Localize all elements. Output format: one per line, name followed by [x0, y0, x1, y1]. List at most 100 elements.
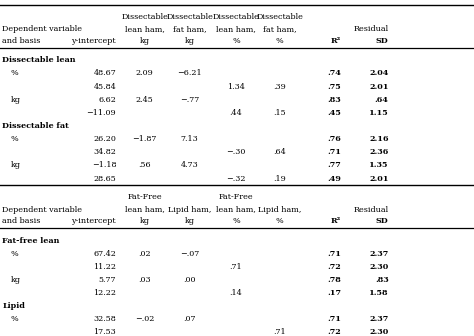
Text: .07: .07	[183, 315, 196, 323]
Text: .19: .19	[273, 175, 286, 182]
Text: R²: R²	[331, 217, 341, 225]
Text: .56: .56	[138, 161, 151, 169]
Text: Dissectable: Dissectable	[166, 13, 213, 20]
Text: Dissectable: Dissectable	[213, 13, 259, 20]
Text: .02: .02	[138, 250, 151, 258]
Text: .71: .71	[327, 148, 341, 156]
Text: .49: .49	[328, 175, 341, 182]
Text: y-intercept: y-intercept	[72, 37, 116, 45]
Text: Dependent variable: Dependent variable	[2, 25, 82, 33]
Text: lean ham,: lean ham,	[125, 206, 164, 214]
Text: .03: .03	[138, 276, 151, 284]
Text: .64: .64	[273, 148, 286, 156]
Text: .72: .72	[328, 328, 341, 336]
Text: fat ham,: fat ham,	[173, 25, 206, 33]
Text: 2.36: 2.36	[369, 148, 389, 156]
Text: .45: .45	[328, 109, 341, 117]
Text: Residual: Residual	[354, 25, 389, 33]
Text: %: %	[232, 217, 240, 225]
Text: kg: kg	[139, 217, 150, 225]
Text: lean ham,: lean ham,	[125, 25, 164, 33]
Text: lean ham,: lean ham,	[216, 25, 256, 33]
Text: Dissectable: Dissectable	[121, 13, 168, 20]
Text: kg: kg	[11, 96, 21, 104]
Text: %: %	[11, 315, 18, 323]
Text: Fat-free lean: Fat-free lean	[2, 237, 60, 245]
Text: −1.18: −1.18	[91, 161, 116, 169]
Text: %: %	[11, 250, 18, 258]
Text: .44: .44	[230, 109, 242, 117]
Text: 1.34: 1.34	[227, 83, 245, 91]
Text: −.07: −.07	[180, 250, 199, 258]
Text: Lipid ham,: Lipid ham,	[168, 206, 211, 214]
Text: SD: SD	[376, 217, 389, 225]
Text: 32.58: 32.58	[93, 315, 116, 323]
Text: .74: .74	[328, 70, 341, 77]
Text: 2.30: 2.30	[369, 263, 389, 271]
Text: −.02: −.02	[135, 315, 154, 323]
Text: 48.67: 48.67	[93, 70, 116, 77]
Text: 2.37: 2.37	[369, 315, 389, 323]
Text: .75: .75	[328, 83, 341, 91]
Text: −11.09: −11.09	[86, 109, 116, 117]
Text: 2.01: 2.01	[369, 175, 389, 182]
Text: −.32: −.32	[226, 175, 246, 182]
Text: .83: .83	[328, 96, 341, 104]
Text: .00: .00	[183, 276, 196, 284]
Text: .76: .76	[328, 135, 341, 143]
Text: 1.58: 1.58	[369, 289, 389, 297]
Text: y-intercept: y-intercept	[72, 217, 116, 225]
Text: %: %	[11, 70, 18, 77]
Text: −.77: −.77	[180, 96, 199, 104]
Text: Lipid: Lipid	[2, 302, 25, 310]
Text: %: %	[232, 37, 240, 45]
Text: and basis: and basis	[2, 217, 41, 225]
Text: Dissectable lean: Dissectable lean	[2, 56, 76, 64]
Text: 17.53: 17.53	[93, 328, 116, 336]
Text: SD: SD	[376, 37, 389, 45]
Text: .71: .71	[327, 250, 341, 258]
Text: 2.30: 2.30	[369, 328, 389, 336]
Text: and basis: and basis	[2, 37, 41, 45]
Text: .64: .64	[375, 96, 389, 104]
Text: 4.73: 4.73	[181, 161, 199, 169]
Text: lean ham,: lean ham,	[216, 206, 256, 214]
Text: 2.09: 2.09	[136, 70, 154, 77]
Text: %: %	[276, 217, 283, 225]
Text: 6.62: 6.62	[98, 96, 116, 104]
Text: .71: .71	[230, 263, 242, 271]
Text: %: %	[276, 37, 283, 45]
Text: .14: .14	[230, 289, 242, 297]
Text: .39: .39	[273, 83, 286, 91]
Text: .72: .72	[328, 263, 341, 271]
Text: kg: kg	[11, 276, 21, 284]
Text: 2.01: 2.01	[369, 83, 389, 91]
Text: 12.22: 12.22	[93, 289, 116, 297]
Text: R²: R²	[331, 37, 341, 45]
Text: 2.16: 2.16	[369, 135, 389, 143]
Text: Fat-Free: Fat-Free	[127, 193, 162, 201]
Text: 26.20: 26.20	[93, 135, 116, 143]
Text: .83: .83	[375, 276, 389, 284]
Text: .71: .71	[273, 328, 286, 336]
Text: .15: .15	[273, 109, 286, 117]
Text: fat ham,: fat ham,	[263, 25, 296, 33]
Text: .77: .77	[328, 161, 341, 169]
Text: 2.37: 2.37	[369, 250, 389, 258]
Text: kg: kg	[139, 37, 150, 45]
Text: 1.35: 1.35	[369, 161, 389, 169]
Text: 7.13: 7.13	[181, 135, 199, 143]
Text: kg: kg	[184, 37, 195, 45]
Text: Fat-Free: Fat-Free	[219, 193, 254, 201]
Text: Lipid ham,: Lipid ham,	[258, 206, 301, 214]
Text: −.30: −.30	[227, 148, 246, 156]
Text: 11.22: 11.22	[93, 263, 116, 271]
Text: 1.15: 1.15	[369, 109, 389, 117]
Text: %: %	[11, 135, 18, 143]
Text: 34.82: 34.82	[93, 148, 116, 156]
Text: 2.04: 2.04	[369, 70, 389, 77]
Text: .78: .78	[328, 276, 341, 284]
Text: 67.42: 67.42	[93, 250, 116, 258]
Text: Dissectable: Dissectable	[256, 13, 303, 20]
Text: kg: kg	[184, 217, 195, 225]
